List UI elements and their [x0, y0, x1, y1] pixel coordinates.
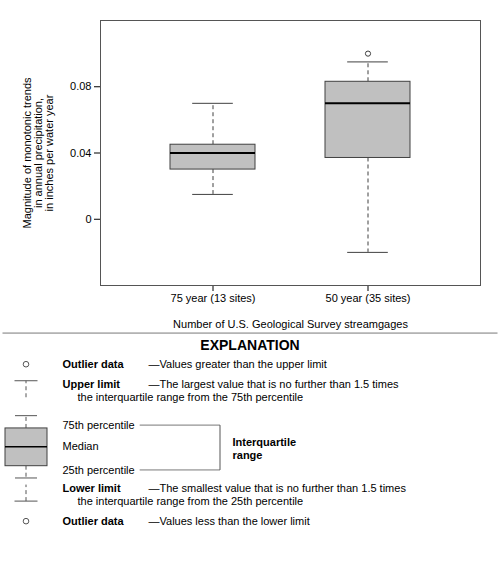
svg-text:Median: Median [63, 440, 99, 452]
svg-text:—Values greater than the upper: —Values greater than the upper limit [149, 358, 327, 370]
svg-text:EXPLANATION: EXPLANATION [200, 337, 299, 353]
svg-text:Outlier data: Outlier data [63, 515, 125, 527]
svg-text:Outlier data: Outlier data [63, 358, 125, 370]
svg-text:Number of U.S. Geological Surv: Number of U.S. Geological Survey streamg… [173, 318, 408, 330]
svg-text:—The smallest value that is no: —The smallest value that is no further t… [149, 482, 407, 494]
svg-text:0.08: 0.08 [70, 80, 91, 92]
svg-text:50 year (35 sites): 50 year (35 sites) [326, 292, 411, 304]
svg-text:Upper limit: Upper limit [63, 378, 121, 390]
svg-text:—Values less than the lower li: —Values less than the lower limit [149, 515, 310, 527]
svg-text:the interquartile range from t: the interquartile range from the 25th pe… [78, 495, 304, 507]
svg-text:—The largest value that is no: —The largest value that is no further th… [149, 378, 400, 390]
svg-text:Interquartilerange: Interquartilerange [233, 436, 297, 461]
svg-text:0: 0 [85, 213, 91, 225]
svg-text:75th percentile: 75th percentile [63, 419, 135, 431]
svg-text:25th percentile: 25th percentile [63, 464, 135, 476]
svg-text:the interquartile range from t: the interquartile range from the 75th pe… [78, 391, 304, 403]
svg-text:0.04: 0.04 [70, 147, 91, 159]
svg-text:Magnitude of monotonic trendsi: Magnitude of monotonic trendsin annual p… [21, 77, 55, 229]
svg-text:75 year (13 sites): 75 year (13 sites) [171, 292, 256, 304]
svg-text:Lower limit: Lower limit [63, 482, 121, 494]
